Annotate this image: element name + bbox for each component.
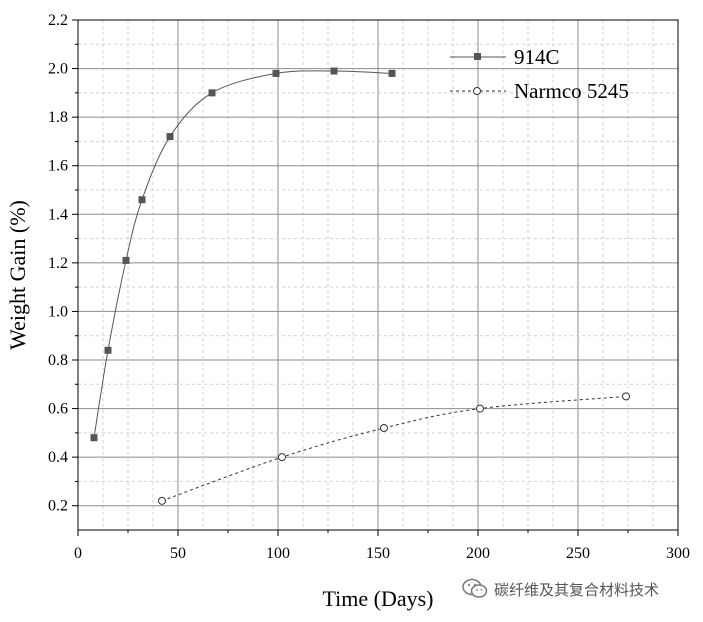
data-point-narmco-5245 (158, 496, 166, 505)
y-tick-label: 0.4 (48, 449, 68, 466)
data-point-narmco-5245 (622, 392, 630, 401)
legend: 914C Narmco 5245 (450, 45, 629, 103)
series-line-narmco-5245 (161, 395, 627, 502)
data-point-914c (208, 89, 216, 97)
data-point-914c (166, 133, 174, 141)
watermark-text: 碳纤维及其复合材料技术 (494, 580, 660, 599)
grid-lines (78, 20, 678, 530)
y-tick-label: 0.2 (48, 498, 68, 515)
y-tick-label: 1.8 (48, 109, 68, 126)
y-tick-label: 0.6 (48, 401, 68, 418)
y-tick-label: 1.4 (48, 206, 68, 223)
legend-entry-narmco-5245: Narmco 5245 (450, 79, 629, 103)
x-axis-title: Time (Days) (322, 586, 433, 611)
series-line-914c (93, 70, 393, 438)
data-point-narmco-5245 (380, 424, 388, 432)
data-point-914c (122, 256, 130, 264)
legend-label-narmco-5245: Narmco 5245 (514, 79, 629, 103)
y-tick-label: 1.0 (48, 303, 68, 320)
y-axis-title: Weight Gain (%) (5, 200, 30, 350)
legend-swatch-narmco-marker (473, 87, 481, 95)
legend-swatch-914c-marker (474, 53, 481, 60)
y-tick-label: 1.2 (48, 255, 68, 272)
data-point-914c (104, 346, 112, 354)
x-tick-label: 200 (466, 545, 490, 562)
data-point-914c (138, 196, 146, 204)
x-tick-label: 0 (74, 545, 82, 562)
data-point-narmco-5245 (476, 404, 484, 413)
y-tick-label: 1.6 (48, 158, 68, 175)
y-tick-label: 2.0 (48, 61, 68, 78)
x-tick-label: 300 (666, 545, 690, 562)
data-point-914c (272, 69, 280, 77)
legend-label-914c: 914C (514, 45, 560, 69)
data-point-914c (330, 67, 338, 75)
x-tick-label: 100 (266, 545, 290, 562)
series-lines (90, 67, 630, 505)
watermark: 碳纤维及其复合材料技术 (462, 578, 659, 600)
axis-ticks: 0 50 100 150 200 250 300 0.2 0.4 0.6 0.8 1.0 1.2 1.4 1… (48, 12, 690, 562)
legend-entry-914c: 914C (450, 45, 560, 69)
data-point-914c (388, 69, 396, 77)
data-point-914c (90, 434, 98, 442)
x-tick-label: 50 (170, 545, 186, 562)
data-point-narmco-5245 (278, 453, 286, 462)
wechat-icon (462, 578, 488, 598)
y-tick-label: 2.2 (48, 12, 68, 29)
x-tick-label: 250 (566, 545, 590, 562)
y-tick-label: 0.8 (48, 352, 68, 369)
x-tick-label: 150 (366, 545, 390, 562)
